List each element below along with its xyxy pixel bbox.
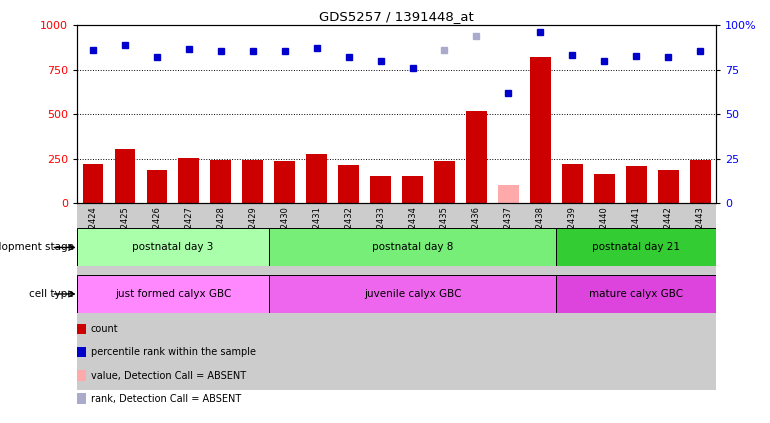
Text: just formed calyx GBC: just formed calyx GBC: [115, 289, 231, 299]
Bar: [269, 203, 300, 390]
Bar: [434, 161, 455, 203]
Bar: [210, 159, 231, 203]
Bar: [588, 203, 621, 390]
Bar: [498, 185, 519, 203]
Bar: [652, 203, 684, 390]
Text: mature calyx GBC: mature calyx GBC: [589, 289, 683, 299]
Bar: [109, 203, 141, 390]
Bar: [524, 203, 556, 390]
Bar: [205, 203, 237, 390]
Bar: [626, 166, 647, 203]
Bar: [460, 203, 493, 390]
Bar: [338, 165, 359, 203]
Bar: [237, 203, 269, 390]
Text: development stage: development stage: [0, 242, 74, 253]
Bar: [141, 203, 173, 390]
Bar: [172, 203, 205, 390]
Bar: [365, 203, 397, 390]
Bar: [690, 159, 711, 203]
Bar: [556, 228, 716, 266]
Bar: [429, 203, 460, 390]
Bar: [269, 228, 556, 266]
Bar: [115, 149, 136, 203]
Text: postnatal day 8: postnatal day 8: [372, 242, 454, 253]
Bar: [243, 159, 263, 203]
Bar: [402, 176, 423, 203]
Bar: [621, 203, 652, 390]
Bar: [306, 154, 327, 203]
Bar: [556, 275, 716, 313]
Text: count: count: [91, 324, 119, 334]
Bar: [269, 275, 556, 313]
Bar: [77, 228, 269, 266]
Bar: [530, 58, 551, 203]
Text: value, Detection Call = ABSENT: value, Detection Call = ABSENT: [91, 371, 246, 381]
Text: percentile rank within the sample: percentile rank within the sample: [91, 347, 256, 357]
Bar: [274, 161, 295, 203]
Bar: [77, 275, 269, 313]
Text: cell type: cell type: [29, 289, 74, 299]
Bar: [493, 203, 524, 390]
Text: juvenile calyx GBC: juvenile calyx GBC: [363, 289, 461, 299]
Bar: [82, 164, 103, 203]
Text: postnatal day 21: postnatal day 21: [592, 242, 680, 253]
Bar: [77, 203, 109, 390]
Text: rank, Detection Call = ABSENT: rank, Detection Call = ABSENT: [91, 394, 241, 404]
Bar: [397, 203, 428, 390]
Bar: [466, 111, 487, 203]
Title: GDS5257 / 1391448_at: GDS5257 / 1391448_at: [320, 10, 474, 23]
Bar: [370, 176, 391, 203]
Bar: [179, 158, 199, 203]
Bar: [684, 203, 716, 390]
Bar: [556, 203, 588, 390]
Bar: [594, 174, 614, 203]
Bar: [658, 170, 678, 203]
Bar: [333, 203, 365, 390]
Bar: [146, 170, 167, 203]
Bar: [562, 164, 583, 203]
Bar: [300, 203, 333, 390]
Text: postnatal day 3: postnatal day 3: [132, 242, 213, 253]
